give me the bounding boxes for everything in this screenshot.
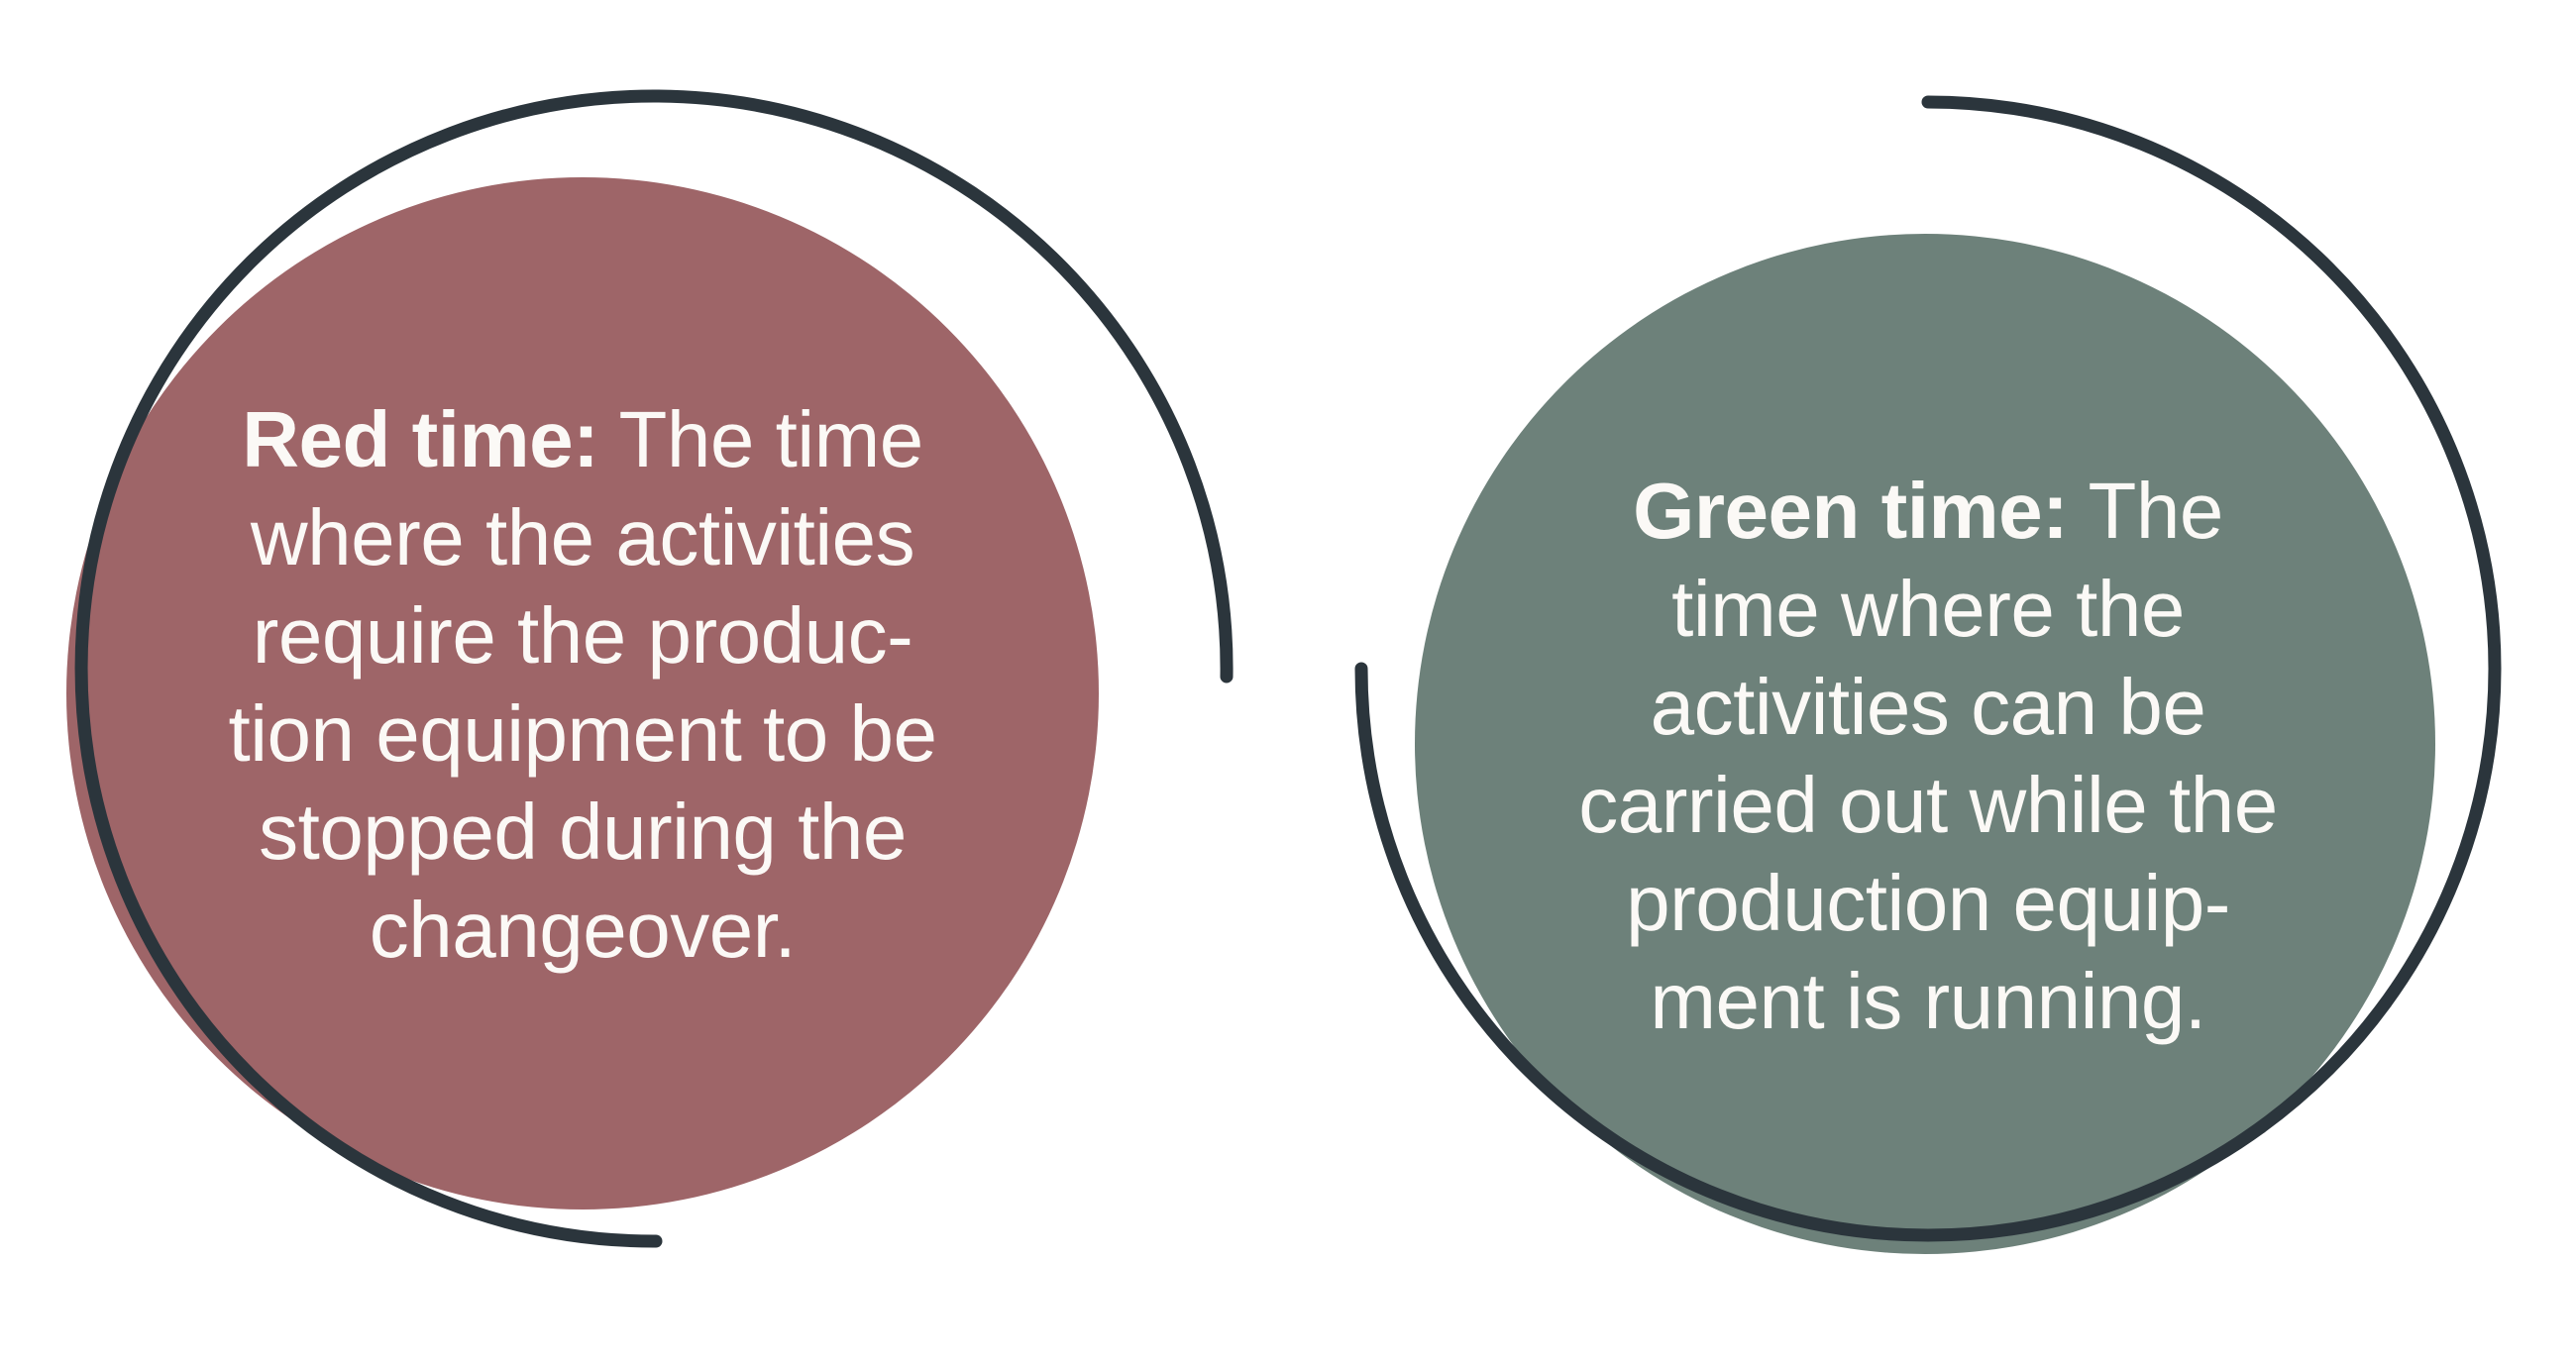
text-line: where the activities [250,493,915,581]
green-time-outline-arc [1354,95,2502,1242]
red-time-text: Red time: The time where the activities re… [166,390,999,979]
text-line: ment is running. [1650,957,2206,1045]
bubble-title: Green time: [1633,467,2069,555]
text-line: activities can be [1650,663,2206,751]
green-time-circle [1415,234,2435,1254]
text-line: Red time: The time [242,395,923,483]
red-time-circle [66,177,1099,1209]
text-line: carried out while the [1578,761,2278,849]
text-line: production equip- [1626,859,2230,947]
text-line: changeover. [369,886,797,974]
red-time-outline-arc [74,89,1234,1248]
green-time-text: Green time: The time where the activities … [1512,462,2344,1050]
text-line: time where the [1671,565,2185,653]
text-line: tion equipment to be [228,689,937,778]
text-line: stopped during the [259,788,907,876]
text-line: Green time: The [1633,467,2223,555]
text-line: require the produc- [252,591,913,680]
bubble-title: Red time: [242,395,599,483]
